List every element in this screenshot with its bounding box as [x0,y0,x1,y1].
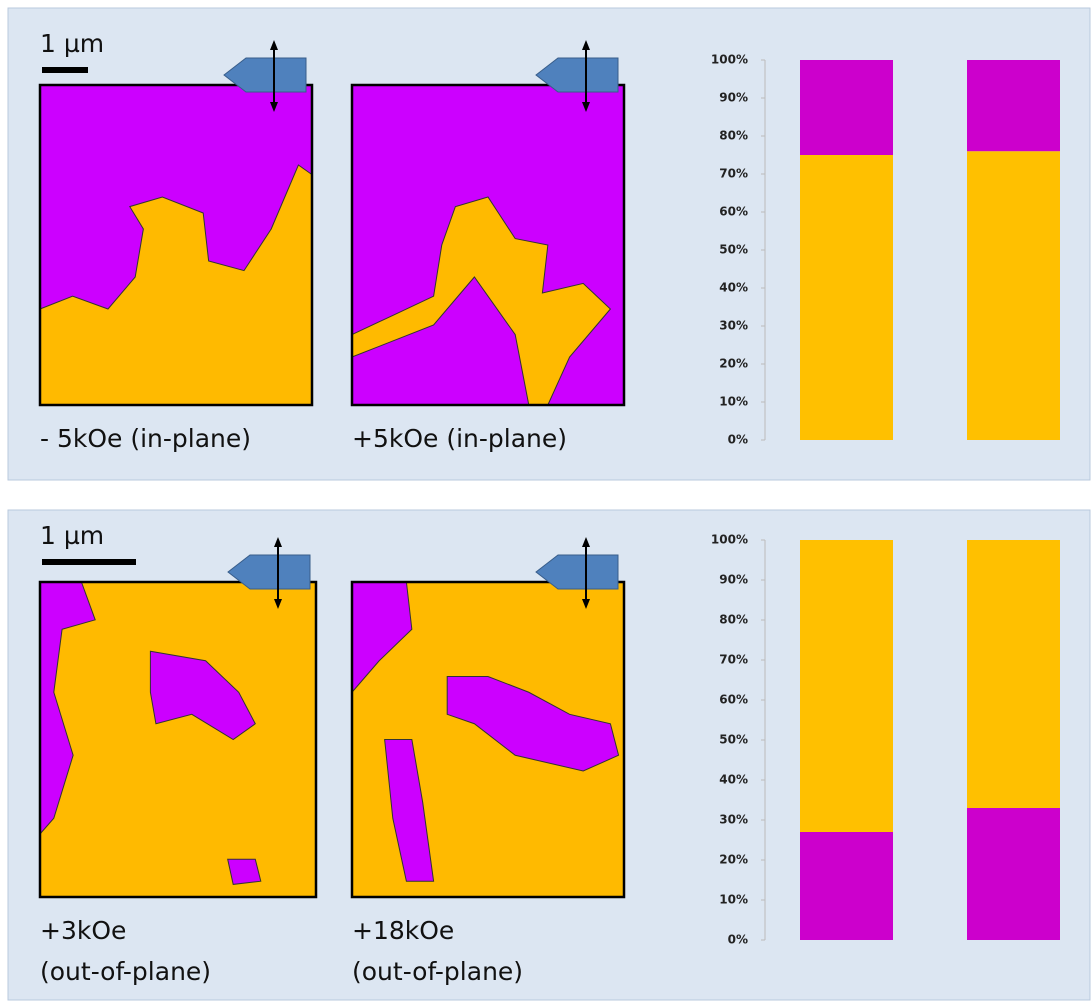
caption: (out-of-plane) [352,957,523,986]
y-tick-label: 80% [719,613,748,627]
domain-region [228,859,261,884]
y-tick-label: 0% [728,933,748,947]
y-tick-label: 50% [719,733,748,747]
y-tick-label: 30% [719,319,748,333]
bar-segment [967,60,1060,151]
caption: - 5kOe (in-plane) [40,424,251,453]
scale-label: 1 µm [40,521,104,550]
y-tick-label: 30% [719,813,748,827]
bar-segment [967,808,1060,940]
y-tick-label: 10% [719,893,748,907]
scale-bar [42,559,136,565]
scale-bar [42,67,88,73]
y-tick-label: 60% [719,693,748,707]
y-tick-label: 100% [711,53,748,67]
y-tick-label: 20% [719,853,748,867]
y-tick-label: 0% [728,433,748,447]
bar-segment [800,155,893,440]
caption: +18kOe [352,916,454,945]
figure: 1 µm - 5kOe (in-plane) +5kOe (in-plane) 1 µ… [0,0,1092,1007]
y-tick-label: 40% [719,773,748,787]
y-tick-label: 70% [719,167,748,181]
bar-segment [800,832,893,940]
y-tick-label: 20% [719,357,748,371]
y-tick-label: 80% [719,129,748,143]
caption: +5kOe (in-plane) [352,424,567,453]
y-tick-label: 60% [719,205,748,219]
bar-segment [967,151,1060,440]
caption: +3kOe [40,916,126,945]
domain-image [40,582,316,897]
bar-segment [800,540,893,832]
bar-segment [800,60,893,155]
caption: (out-of-plane) [40,957,211,986]
y-tick-label: 70% [719,653,748,667]
y-tick-label: 90% [719,91,748,105]
y-tick-label: 90% [719,573,748,587]
bar-segment [967,540,1060,808]
y-tick-label: 50% [719,243,748,257]
scale-label: 1 µm [40,29,104,58]
y-tick-label: 10% [719,395,748,409]
y-tick-label: 40% [719,281,748,295]
y-tick-label: 100% [711,533,748,547]
